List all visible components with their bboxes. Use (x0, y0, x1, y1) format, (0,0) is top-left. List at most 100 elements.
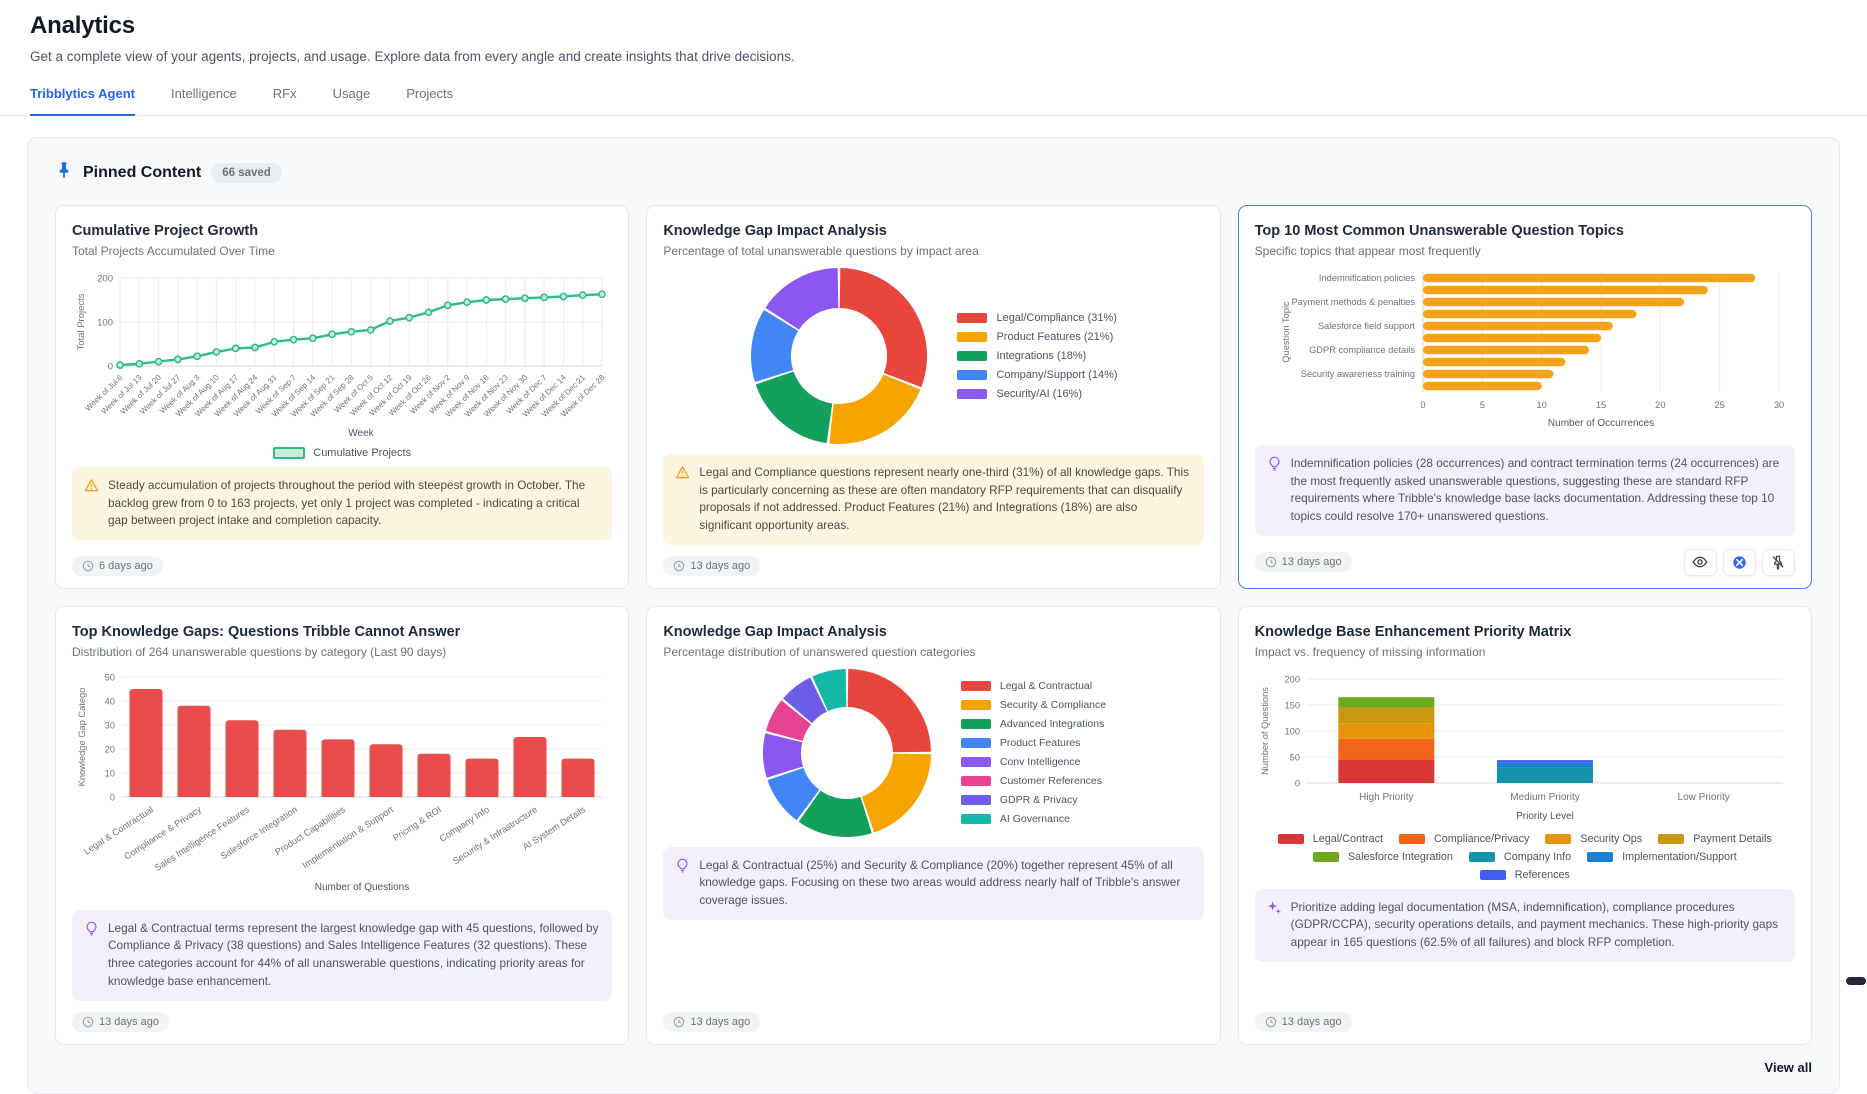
insight-text: Prioritize adding legal documentation (M… (1291, 899, 1783, 952)
tab-intelligence[interactable]: Intelligence (171, 86, 237, 115)
tab-bar: Tribblytics Agent Intelligence RFx Usage… (0, 86, 1867, 116)
svg-text:Low Priority: Low Priority (1677, 792, 1729, 803)
clock-icon (1265, 556, 1277, 568)
tab-usage[interactable]: Usage (333, 86, 371, 115)
legend-item: GDPR & Privacy (961, 794, 1106, 806)
svg-text:30: 30 (105, 720, 115, 730)
card-top-10-unanswerable-topics[interactable]: Top 10 Most Common Unanswerable Question… (1238, 205, 1812, 589)
chart-legend: Legal/Contract Compliance/Privacy Security… (1265, 833, 1785, 881)
legend-item: Conv Intelligence (961, 756, 1106, 768)
lightbulb-icon (84, 921, 99, 991)
card-knowledge-gap-impact-analysis-1[interactable]: Knowledge Gap Impact Analysis Percentage… (646, 205, 1220, 589)
cards-grid: Cumulative Project Growth Total Projects… (55, 205, 1812, 1045)
legend-item: AI Governance (961, 813, 1106, 825)
unpin-button[interactable] (1762, 549, 1795, 576)
svg-text:Security & Infrastructure: Security & Infrastructure (451, 804, 539, 866)
svg-text:Compliance & Privacy: Compliance & Privacy (122, 804, 203, 862)
page-subtitle: Get a complete view of your agents, proj… (30, 49, 1837, 64)
legend-item: Product Features (21%) (957, 331, 1117, 343)
tab-tribblytics-agent[interactable]: Tribblytics Agent (30, 86, 135, 116)
colored-view-button[interactable] (1723, 549, 1756, 576)
insight-box: Indemnification policies (28 occurrences… (1255, 445, 1795, 536)
legend-item: Security Ops (1545, 833, 1642, 845)
svg-text:Priority Level: Priority Level (1516, 811, 1574, 822)
legend-item: Customer References (961, 775, 1106, 787)
timestamp-badge: 13 days ago (1255, 552, 1352, 572)
timestamp-badge: 13 days ago (663, 556, 760, 576)
svg-text:Question Topic: Question Topic (1281, 301, 1291, 363)
legend-item: Payment Details (1658, 833, 1772, 845)
card-title: Knowledge Gap Impact Analysis (663, 223, 1203, 239)
legend-item: Legal/Contract (1278, 833, 1383, 845)
clock-icon (673, 1016, 685, 1028)
svg-text:Salesforce field support: Salesforce field support (1318, 321, 1416, 331)
svg-text:Indemnification policies: Indemnification policies (1319, 273, 1415, 283)
horizontal-scrollbar-thumb[interactable] (1846, 977, 1866, 985)
legend-item: References (1480, 869, 1570, 881)
svg-text:100: 100 (1284, 726, 1300, 736)
insight-text: Legal & Contractual terms represent the … (108, 920, 600, 991)
svg-text:Security awareness training: Security awareness training (1300, 369, 1414, 379)
clock-icon (82, 1016, 94, 1028)
lightbulb-icon (1267, 456, 1282, 526)
svg-text:0: 0 (108, 362, 113, 373)
svg-text:Number of Questions: Number of Questions (315, 882, 410, 893)
timestamp-badge: 6 days ago (72, 556, 163, 576)
card-subtitle: Distribution of 264 unanswerable questio… (72, 645, 612, 659)
svg-text:200: 200 (1284, 674, 1300, 684)
warning-triangle-icon (84, 478, 99, 530)
insight-text: Legal & Contractual (25%) and Security &… (699, 857, 1191, 910)
warning-triangle-icon (675, 465, 690, 535)
svg-text:GDPR compliance details: GDPR compliance details (1309, 345, 1415, 355)
legend-item: Legal/Compliance (31%) (957, 312, 1117, 324)
chart-legend: Cumulative Projects (72, 447, 612, 459)
svg-text:0: 0 (1294, 778, 1299, 788)
card-cumulative-project-growth[interactable]: Cumulative Project Growth Total Projects… (55, 205, 629, 589)
clock-icon (673, 560, 685, 572)
lightbulb-icon (675, 858, 690, 910)
svg-text:25: 25 (1714, 400, 1724, 410)
card-priority-matrix[interactable]: Knowledge Base Enhancement Priority Matr… (1238, 606, 1812, 1045)
card-top-knowledge-gaps[interactable]: Top Knowledge Gaps: Questions Tribble Ca… (55, 606, 629, 1045)
card-knowledge-gap-impact-analysis-2[interactable]: Knowledge Gap Impact Analysis Percentage… (646, 606, 1220, 1045)
svg-text:Pricing & ROI: Pricing & ROI (391, 804, 443, 843)
saved-count-badge: 66 saved (211, 163, 282, 183)
card-title: Top 10 Most Common Unanswerable Question… (1255, 223, 1795, 239)
pinned-content-title: Pinned Content (83, 164, 201, 182)
view-button[interactable] (1684, 549, 1717, 576)
svg-text:Total Projects: Total Projects (76, 293, 87, 350)
card-subtitle: Percentage of total unanswerable questio… (663, 244, 1203, 258)
svg-text:40: 40 (105, 696, 115, 706)
legend-item: Compliance/Privacy (1399, 833, 1529, 845)
svg-text:10: 10 (105, 768, 115, 778)
legend-item: Integrations (18%) (957, 350, 1117, 362)
tab-rfx[interactable]: RFx (273, 86, 297, 115)
legend-item: Security & Compliance (961, 699, 1106, 711)
legend-item: Product Features (961, 737, 1106, 749)
svg-text:30: 30 (1773, 400, 1783, 410)
legend-item: Advanced Integrations (961, 718, 1106, 730)
chart-legend: Legal/Compliance (31%) Product Features (… (957, 312, 1117, 400)
legend-item: Company Info (1469, 851, 1571, 863)
svg-text:Medium Priority: Medium Priority (1510, 792, 1579, 803)
card-title: Knowledge Gap Impact Analysis (663, 624, 1203, 640)
view-all-link[interactable]: View all (1765, 1060, 1812, 1075)
clock-icon (82, 560, 94, 572)
card-title: Cumulative Project Growth (72, 223, 612, 239)
insight-text: Legal and Compliance questions represent… (699, 464, 1191, 535)
insight-box: Prioritize adding legal documentation (M… (1255, 889, 1795, 962)
svg-text:150: 150 (1284, 700, 1300, 710)
svg-text:Knowledge Gap Catego: Knowledge Gap Catego (77, 687, 87, 786)
card-subtitle: Total Projects Accumulated Over Time (72, 244, 612, 258)
card-title: Knowledge Base Enhancement Priority Matr… (1255, 624, 1795, 640)
svg-text:200: 200 (97, 274, 113, 285)
tab-projects[interactable]: Projects (406, 86, 453, 115)
blue-orb-icon (1732, 555, 1747, 570)
card-subtitle: Specific topics that appear most frequen… (1255, 244, 1795, 258)
legend-item: Salesforce Integration (1313, 851, 1453, 863)
